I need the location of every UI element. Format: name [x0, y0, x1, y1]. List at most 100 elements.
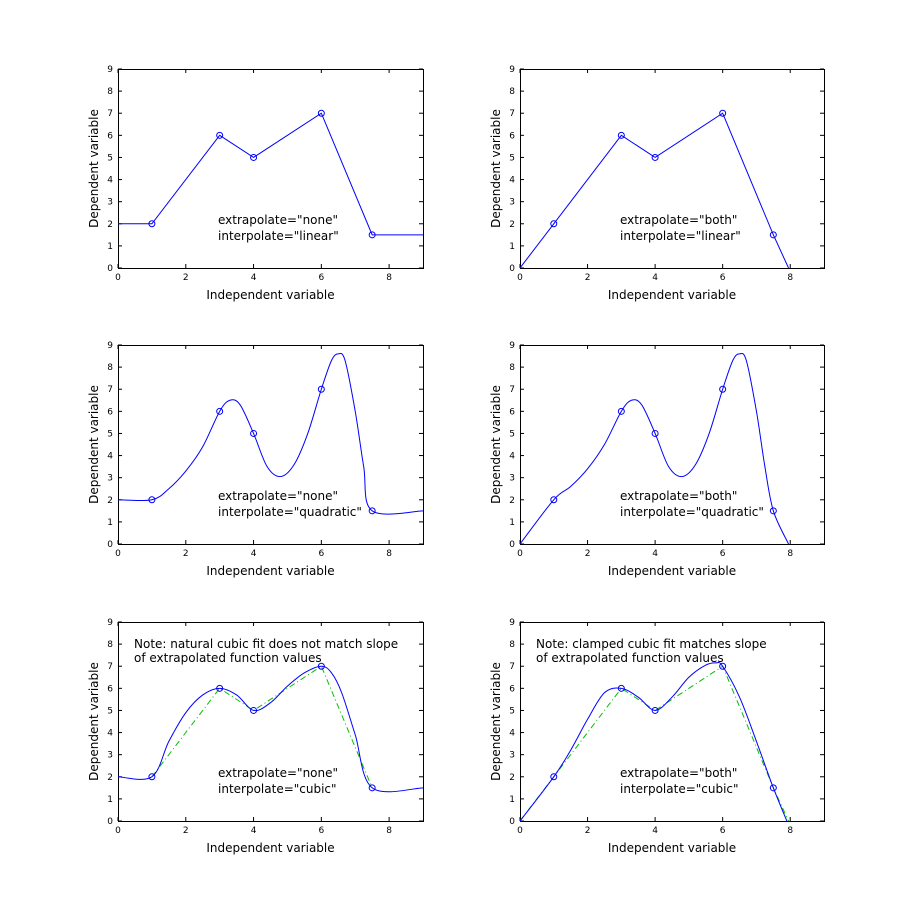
subplot-3: 0 2 4 6 8 0 1 2 3 4 5 6 7 8 9 Independent variable Depen… — [87, 341, 424, 578]
y-tick-label: 2 — [509, 220, 515, 230]
data-point — [317, 662, 325, 670]
y-tick-label: 9 — [107, 341, 113, 351]
y-tick-label: 5 — [107, 153, 113, 163]
data-point — [550, 220, 558, 228]
x-axis-label: Independent variable — [206, 841, 334, 855]
x-tick-label: 8 — [386, 826, 392, 836]
x-tick-label: 4 — [251, 273, 257, 283]
annotation-line-1: extrapolate="both" — [620, 213, 737, 227]
y-tick-label: 6 — [509, 131, 515, 141]
x-tick-label: 2 — [183, 549, 189, 559]
data-point — [216, 684, 224, 692]
y-tick-label: 5 — [509, 706, 515, 716]
y-axis-label: Dependent variable — [87, 662, 101, 781]
y-axis-label: Dependent variable — [489, 385, 503, 504]
y-tick-label: 8 — [509, 363, 515, 373]
annotation-line-1: extrapolate="both" — [620, 489, 737, 503]
y-tick-label: 9 — [509, 618, 515, 628]
data-point — [719, 109, 727, 117]
y-tick-label: 9 — [509, 65, 515, 75]
x-tick-label: 4 — [652, 826, 658, 836]
axes-frame — [520, 345, 825, 545]
y-axis-label: Dependent variable — [87, 109, 101, 228]
subplot-6: 0 2 4 6 8 0 1 2 3 4 5 6 7 8 9 Independent variable Depen… — [489, 618, 825, 855]
y-tick-label: 0 — [107, 817, 113, 827]
y-tick-label: 4 — [107, 452, 113, 462]
y-tick-label: 1 — [107, 242, 113, 252]
y-tick-label: 8 — [509, 87, 515, 97]
y-tick-label: 5 — [509, 429, 515, 439]
x-tick-label: 6 — [318, 549, 324, 559]
data-point — [719, 385, 727, 393]
data-point — [617, 684, 625, 692]
subplot-5: 0 2 4 6 8 0 1 2 3 4 5 6 7 8 9 Independent variable Depen… — [87, 618, 424, 855]
data-point — [216, 131, 224, 139]
y-tick-label: 2 — [509, 496, 515, 506]
annotation-line-2: interpolate="cubic" — [218, 782, 337, 796]
y-tick-label: 4 — [509, 729, 515, 739]
y-tick-label: 3 — [509, 474, 515, 484]
x-tick-label: 4 — [251, 549, 257, 559]
data-point — [368, 507, 376, 515]
x-axis-label: Independent variable — [206, 288, 334, 302]
x-tick-label: 0 — [115, 549, 121, 559]
x-tick-label: 8 — [787, 826, 793, 836]
x-tick-label: 6 — [720, 826, 726, 836]
y-tick-label: 6 — [509, 407, 515, 417]
x-tick-label: 2 — [585, 549, 591, 559]
y-tick-label: 5 — [107, 429, 113, 439]
data-point — [769, 784, 777, 792]
y-axis-label: Dependent variable — [489, 662, 503, 781]
y-tick-label: 3 — [509, 198, 515, 208]
x-tick-label: 8 — [787, 273, 793, 283]
annotation-line-1: extrapolate="none" — [218, 489, 338, 503]
series-linear-reference-line — [520, 665, 789, 821]
x-tick-label: 8 — [386, 273, 392, 283]
x-tick-label: 0 — [115, 273, 121, 283]
data-point — [769, 231, 777, 239]
data-point — [148, 496, 156, 504]
annotation-line-2: interpolate="quadratic" — [218, 505, 362, 519]
x-tick-label: 0 — [115, 826, 121, 836]
data-point — [368, 784, 376, 792]
y-tick-label: 8 — [107, 363, 113, 373]
x-axis-label: Independent variable — [206, 564, 334, 578]
y-tick-label: 3 — [107, 474, 113, 484]
series-fit-curve — [520, 661, 788, 821]
data-point — [250, 429, 258, 437]
y-tick-label: 8 — [509, 640, 515, 650]
x-tick-label: 4 — [251, 826, 257, 836]
series-fit-curve — [118, 352, 423, 515]
axes-frame — [118, 69, 424, 269]
y-tick-label: 0 — [107, 264, 113, 274]
annotation-line-1: extrapolate="none" — [218, 766, 338, 780]
x-tick-label: 2 — [585, 273, 591, 283]
data-point — [368, 231, 376, 239]
note-line-1: Note: clamped cubic fit matches slope — [536, 637, 767, 651]
data-point — [617, 407, 625, 415]
y-tick-label: 2 — [509, 773, 515, 783]
data-point — [317, 109, 325, 117]
axes-frame — [520, 622, 825, 822]
y-tick-label: 7 — [509, 109, 515, 119]
note-line-2: of extrapolated function values — [536, 651, 724, 665]
y-tick-label: 1 — [107, 518, 113, 528]
y-tick-label: 0 — [509, 817, 515, 827]
y-tick-label: 7 — [107, 662, 113, 672]
note-line-1: Note: natural cubic fit does not match s… — [134, 637, 398, 651]
series-fit-curve — [520, 352, 789, 544]
y-tick-label: 1 — [107, 795, 113, 805]
x-tick-label: 0 — [517, 549, 523, 559]
y-tick-label: 6 — [509, 684, 515, 694]
x-axis-label: Independent variable — [608, 841, 736, 855]
data-point — [769, 507, 777, 515]
x-tick-label: 2 — [183, 826, 189, 836]
data-point — [148, 220, 156, 228]
annotation-line-1: extrapolate="none" — [218, 213, 338, 227]
data-point — [651, 429, 659, 437]
y-tick-label: 4 — [107, 729, 113, 739]
data-point — [651, 153, 659, 161]
y-tick-label: 1 — [509, 795, 515, 805]
x-axis-label: Independent variable — [608, 288, 736, 302]
